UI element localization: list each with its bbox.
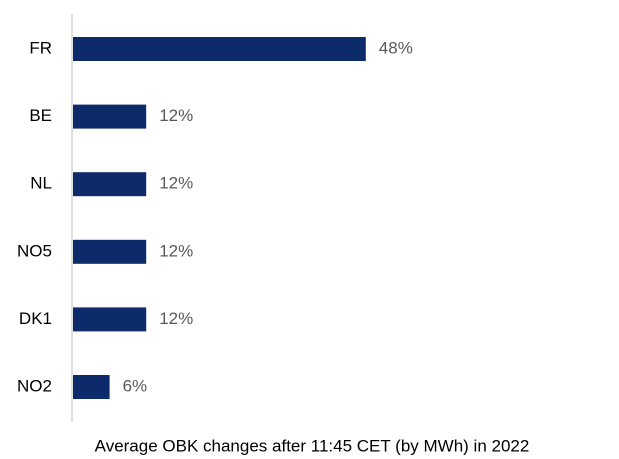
bar [73, 172, 147, 197]
data-label: 48% [379, 38, 413, 57]
data-label: 12% [159, 174, 193, 193]
y-tick-label: NO2 [17, 376, 52, 395]
bar [73, 37, 366, 61]
y-tick-label: NO5 [17, 241, 52, 260]
bar [73, 307, 147, 332]
y-tick-label: FR [29, 38, 52, 57]
bar [73, 239, 147, 264]
data-label: 12% [159, 309, 193, 328]
data-label: 6% [123, 376, 148, 395]
bar [73, 375, 110, 399]
data-label: 12% [159, 106, 193, 125]
y-tick-label: NL [30, 174, 52, 193]
bar [73, 104, 147, 129]
y-tick-label: BE [29, 106, 52, 125]
y-tick-label: DK1 [19, 309, 52, 328]
data-label: 12% [159, 241, 193, 260]
x-axis-title: Average OBK changes after 11:45 CET (by … [95, 436, 530, 455]
